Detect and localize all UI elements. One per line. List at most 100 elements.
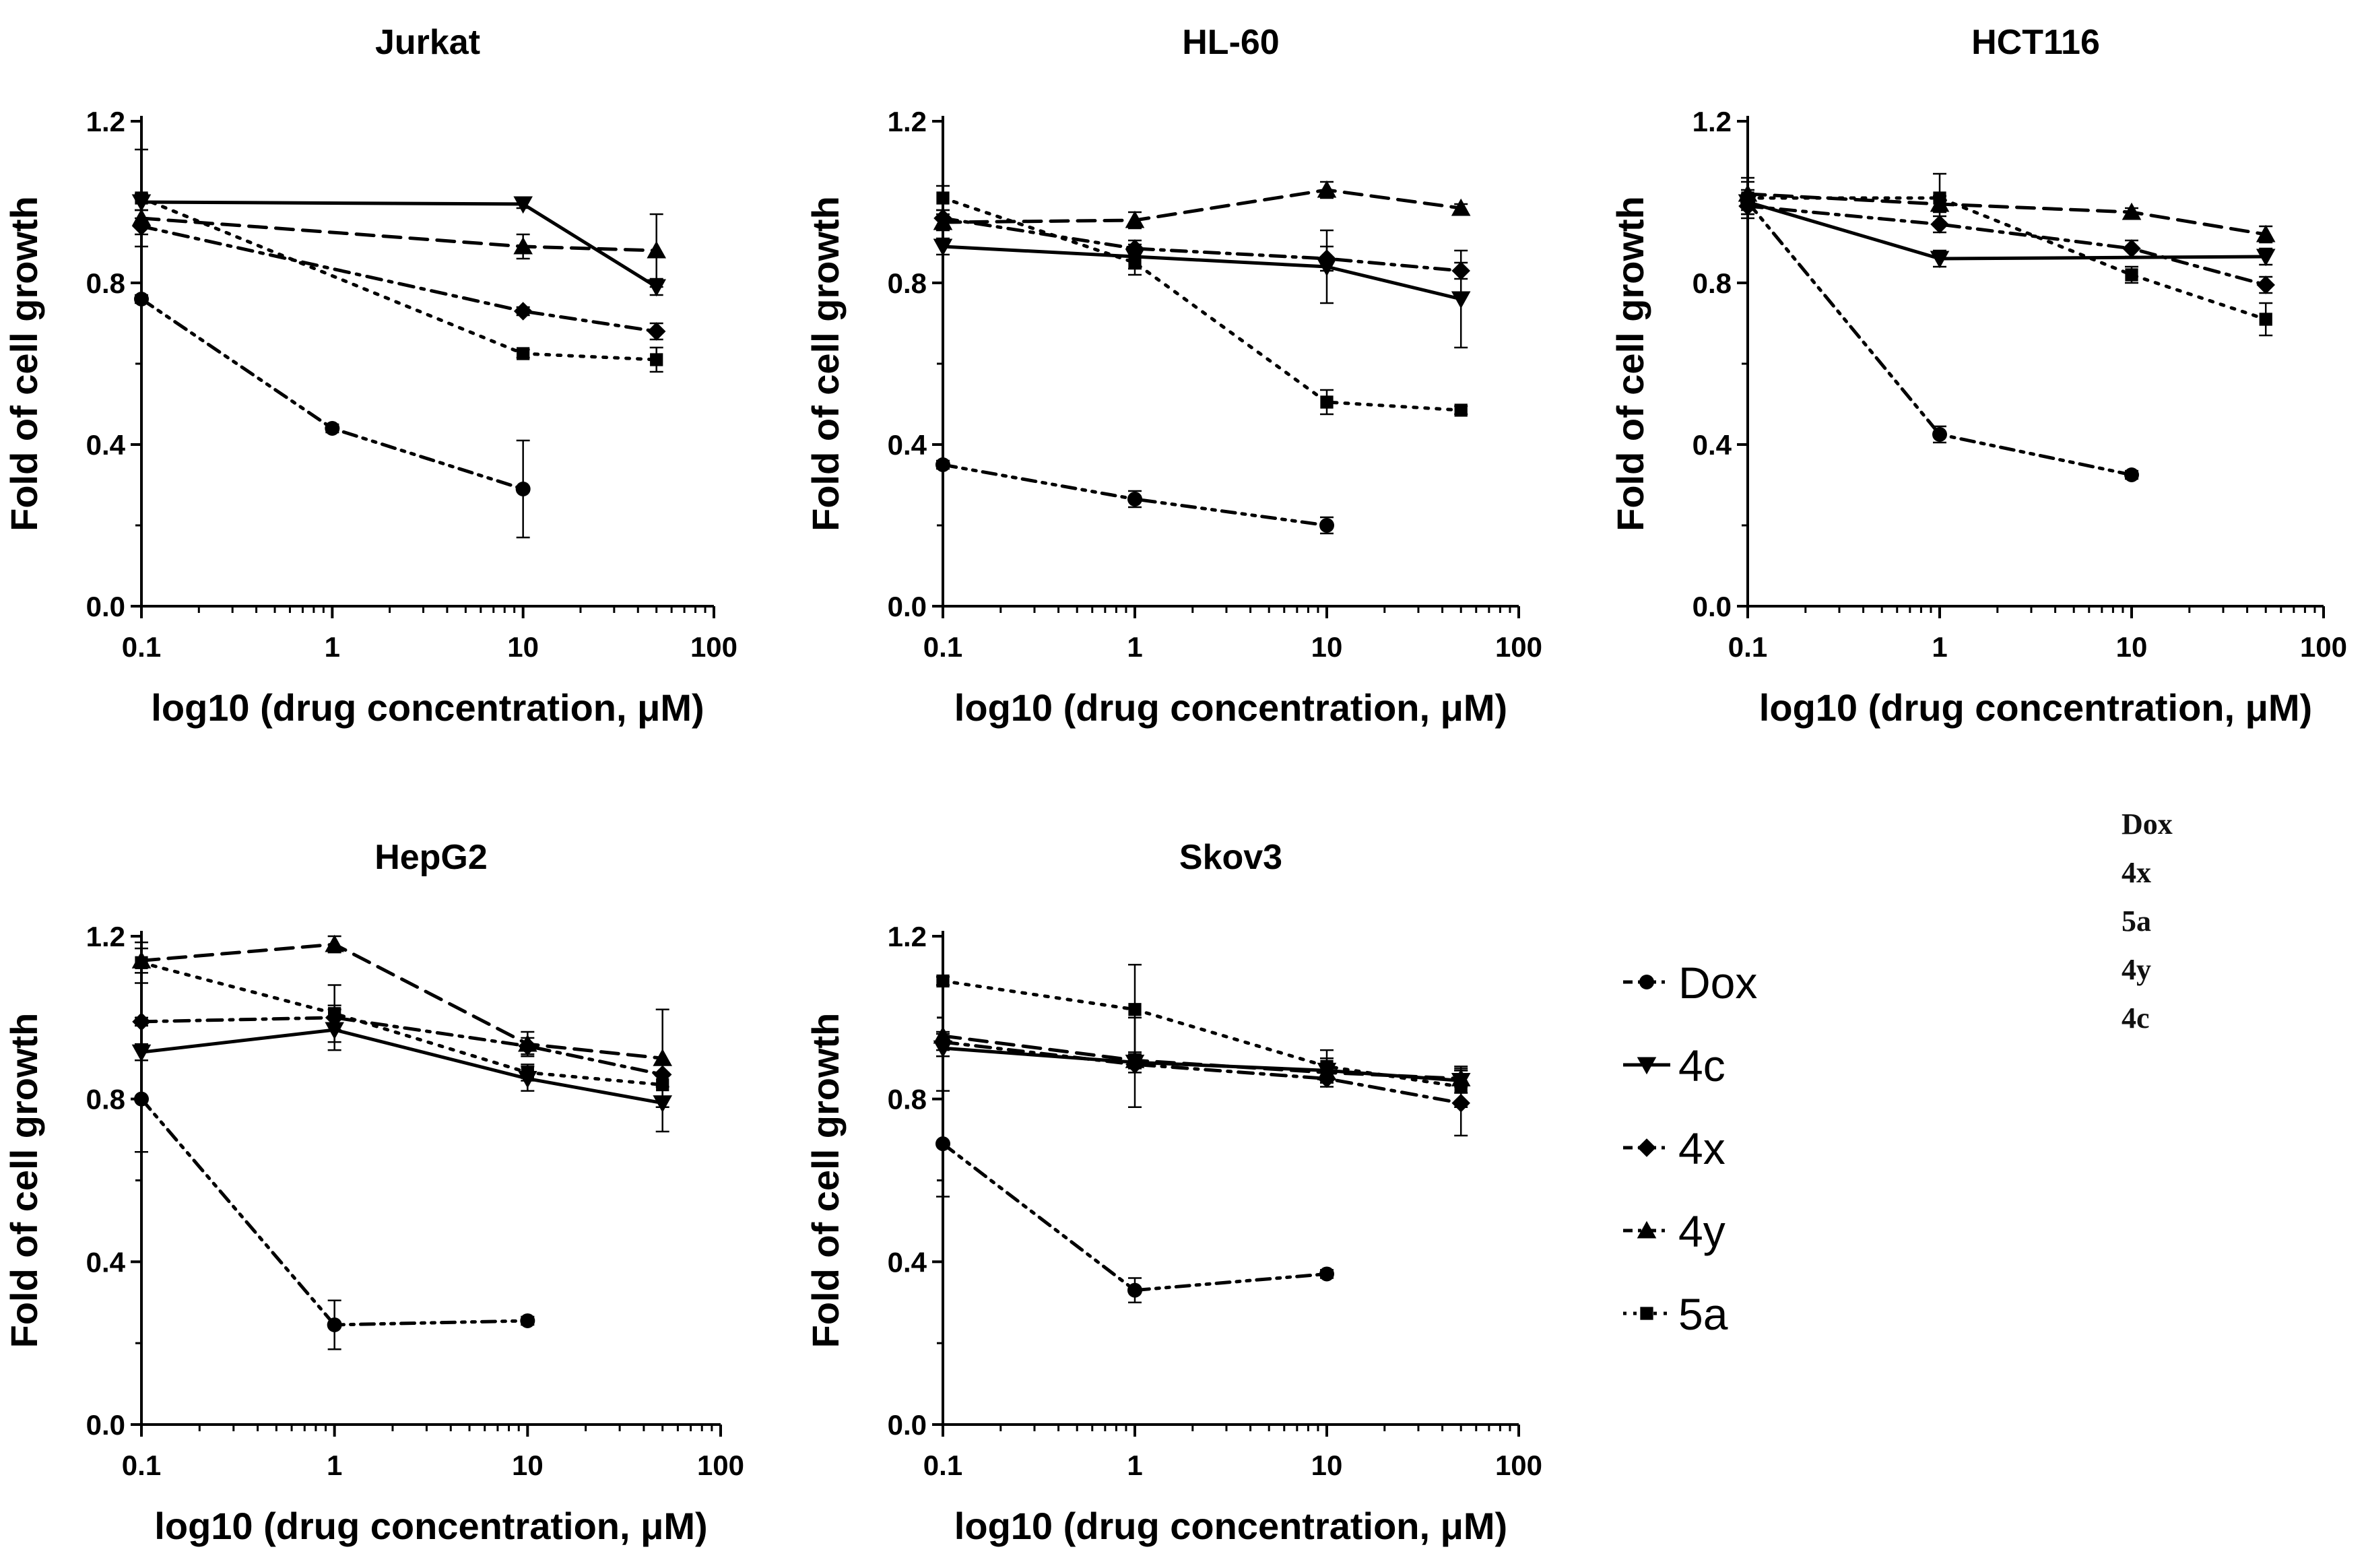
x-tick-label: 10 [512, 1449, 544, 1481]
data-point [1930, 251, 1950, 269]
series-line [941, 244, 1463, 301]
x-tick-label: 0.1 [122, 631, 161, 663]
data-point [1320, 395, 1334, 409]
data-point [1454, 1080, 1468, 1094]
y-tick-label: 0.4 [86, 429, 126, 461]
y-axis-label: Fold of cell growth [3, 1013, 45, 1348]
data-point [936, 191, 950, 205]
x-axis-label: log10 (drug concentration, μM) [151, 686, 704, 729]
data-point [1933, 191, 1946, 205]
data-point [1128, 256, 1142, 269]
legend-item-4y: 4y [1623, 1206, 1726, 1256]
chart-panel-skov3: Skov3 0.0 0.4 0.8 1.2 0.1 1 10 100 log10 (drug co… [804, 838, 1542, 1547]
data-point [1317, 180, 1337, 198]
series-line [139, 196, 659, 362]
data-point [513, 236, 533, 255]
series-line [941, 216, 1463, 273]
series-4c [131, 193, 667, 297]
x-tick-label: 0.1 [122, 1449, 161, 1481]
y-tick-label: 0.8 [86, 267, 125, 299]
legend-item-4x: 4x [1623, 1123, 1726, 1173]
data-point [1319, 518, 1334, 533]
series-line [941, 196, 1463, 412]
y-tick-label: 0.8 [888, 1084, 927, 1115]
series-line [139, 224, 659, 333]
y-tick-label: 0.0 [1693, 591, 1732, 622]
legend-marker [1637, 1138, 1656, 1157]
series-5a [936, 185, 1468, 417]
legend-label: 4x [1678, 1123, 1726, 1173]
data-point [935, 457, 950, 472]
legend-item-5a: 5a [1623, 1289, 1728, 1339]
chart-panel-hl-60: HL-60 0.0 0.4 0.8 1.2 0.1 1 10 100 log10 (drug co… [804, 23, 1542, 729]
data-point [1127, 1282, 1142, 1298]
data-point [1930, 215, 1949, 234]
data-point [935, 1136, 950, 1152]
side-note-item: Dox [2122, 808, 2173, 841]
data-point [135, 956, 148, 969]
side-note: Dox 4x 5a 4y 4c [2122, 808, 2173, 1035]
x-tick-label: 10 [2116, 631, 2148, 663]
x-tick-label: 1 [1127, 1449, 1142, 1481]
data-point [1125, 1050, 1145, 1068]
series-line [139, 960, 665, 1087]
y-tick-label: 1.2 [86, 921, 125, 952]
series-dox [134, 1045, 535, 1350]
data-point [2122, 202, 2142, 220]
y-tick-label: 0.8 [86, 1084, 125, 1115]
data-point [656, 1078, 669, 1092]
series-line [941, 1142, 1329, 1293]
y-tick-label: 0.4 [86, 1246, 126, 1278]
y-tick-label: 0.4 [888, 1246, 927, 1278]
series-dox [1740, 189, 2139, 482]
data-point [513, 302, 533, 321]
legend-item-4c: 4c [1623, 1041, 1726, 1090]
data-point [1125, 210, 1145, 228]
data-point [1741, 191, 1754, 205]
data-point [1319, 1266, 1334, 1282]
series-line [139, 297, 525, 491]
data-point [1451, 291, 1471, 309]
data-point [2122, 239, 2141, 258]
data-point [515, 482, 531, 496]
y-axis-label: Fold of cell growth [804, 196, 847, 531]
x-tick-label: 100 [697, 1449, 744, 1481]
x-tick-label: 0.1 [923, 1449, 962, 1481]
series-5a [135, 148, 663, 373]
data-point [647, 322, 666, 341]
legend-label: 4c [1678, 1041, 1726, 1090]
x-axis-label: log10 (drug concentration, μM) [954, 686, 1507, 729]
data-point [933, 212, 953, 230]
y-tick-label: 0.0 [888, 591, 927, 622]
y-axis-label: Fold of cell growth [3, 196, 45, 531]
chart-title: HL-60 [1182, 23, 1279, 62]
y-axis-label: Fold of cell growth [804, 1013, 847, 1348]
x-axis-label: log10 (drug concentration, μM) [1759, 686, 2312, 729]
series-4x [1738, 197, 2275, 294]
data-point [1317, 249, 1336, 268]
chart-panel-jurkat: Jurkat 0.0 0.4 0.8 1.2 0.1 1 10 100 log10 (drug c… [3, 23, 737, 729]
data-point [1125, 239, 1144, 258]
data-point [653, 1048, 673, 1066]
y-tick-label: 0.8 [888, 267, 927, 299]
data-point [132, 1012, 151, 1031]
y-tick-label: 1.2 [888, 921, 927, 952]
data-point [650, 353, 663, 366]
legend-label: 5a [1678, 1289, 1728, 1339]
side-note-item: 4c [2122, 1002, 2150, 1035]
series-line [941, 188, 1463, 224]
series-line [1746, 200, 2268, 261]
chart-panel-hct116: HCT116 0.0 0.4 0.8 1.2 0.1 1 10 100 log10 (drug c… [1609, 23, 2347, 729]
legend-item-dox: Dox [1623, 958, 1757, 1008]
data-point [325, 934, 344, 952]
y-tick-label: 0.0 [86, 1409, 125, 1441]
x-axis-label: log10 (drug concentration, μM) [154, 1505, 707, 1547]
data-point [131, 1044, 152, 1062]
legend-marker [1640, 1307, 1653, 1320]
x-tick-label: 100 [1495, 631, 1542, 663]
x-tick-label: 1 [325, 631, 340, 663]
data-point [517, 347, 530, 360]
chart-title: Skov3 [1179, 838, 1282, 877]
x-axis-label: log10 (drug concentration, μM) [954, 1505, 1507, 1547]
